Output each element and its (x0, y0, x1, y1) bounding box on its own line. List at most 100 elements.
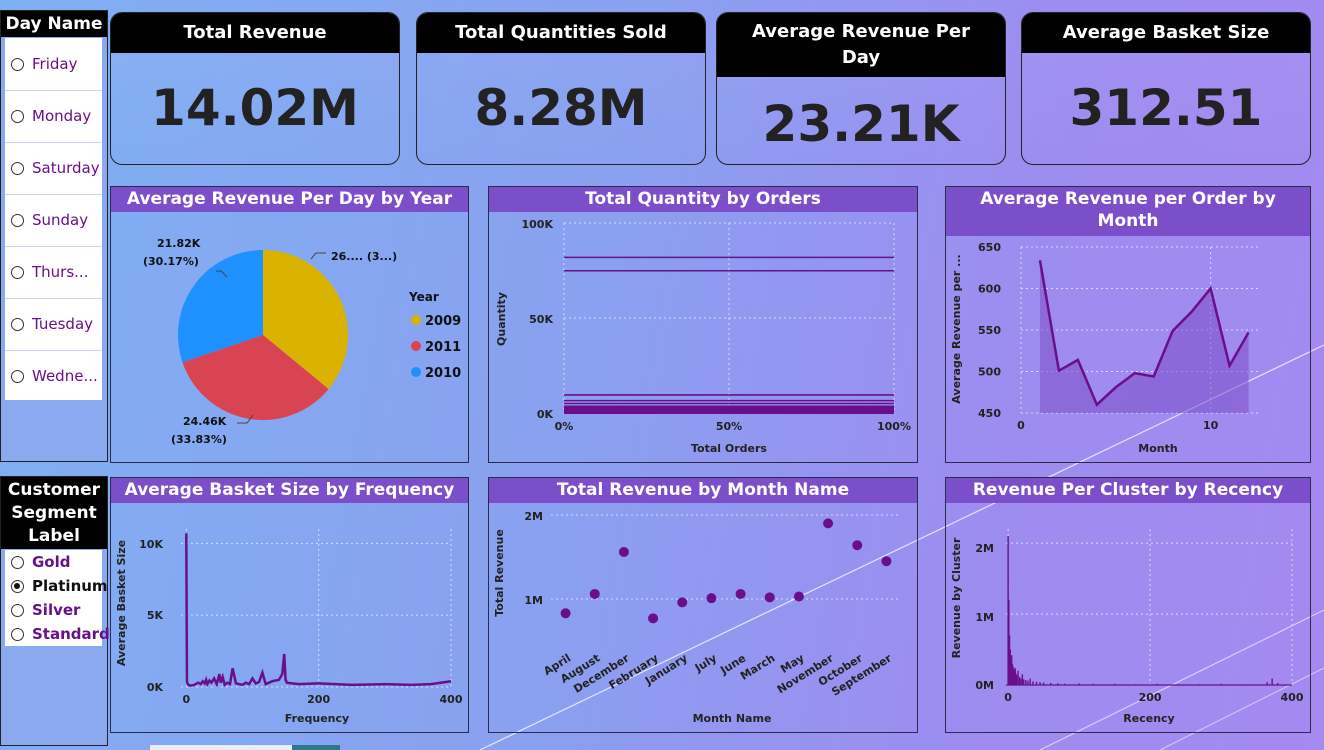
legend-label-2010: 2010 (425, 366, 461, 381)
x-tick: 100% (877, 420, 911, 433)
radio-icon[interactable] (11, 555, 24, 569)
x-tick: 0 (1004, 691, 1012, 704)
day-option[interactable]: Monday (5, 90, 91, 142)
y-tick: 0M (975, 679, 994, 692)
x-tick: 0 (182, 693, 190, 706)
segment-title-line: Customer (7, 480, 101, 500)
segment-option[interactable]: Standard (5, 622, 110, 646)
revenue-line[interactable] (1038, 260, 1250, 407)
pie-label-2011: 24.46K (183, 415, 227, 428)
revenue-point[interactable] (735, 588, 746, 599)
y-tick: 550 (978, 324, 1001, 337)
pie-slice-2009[interactable] (263, 250, 348, 390)
x-tick: 200 (307, 693, 330, 706)
x-axis-label: Month Name (693, 712, 772, 725)
day-option-label: Thurs... (32, 263, 89, 281)
pie-label-2010: 21.82K (157, 237, 201, 250)
chart-title: Average Revenue per Order by Month (946, 187, 1310, 236)
y-tick: 2M (524, 510, 543, 523)
panel-avg-basket-size-by-frequency: Average Basket Size by Frequency Average… (110, 477, 469, 733)
pie-slice-2010[interactable] (178, 250, 263, 363)
chart-title: Average Revenue Per Day by Year (111, 187, 468, 212)
radio-icon[interactable] (11, 265, 24, 279)
revenue-point[interactable] (881, 556, 892, 567)
chart-title: Total Quantity by Orders (489, 187, 917, 212)
x-axis-label: Recency (1123, 712, 1174, 725)
x-tick: 400 (1281, 691, 1304, 704)
revenue-point[interactable] (793, 591, 804, 602)
revenue-point[interactable] (560, 608, 571, 619)
day-option[interactable]: Thurs... (5, 246, 88, 298)
segment-option[interactable]: Silver (5, 598, 80, 622)
legend-item-2010[interactable]: 2010 (411, 366, 461, 381)
y-tick: 10K (139, 538, 163, 551)
revenue-point[interactable] (648, 613, 659, 624)
y-axis-label: Total Revenue (493, 529, 506, 617)
basket-size-line[interactable] (185, 533, 452, 688)
kpi-avg-basket-value: 312.51 (1069, 79, 1263, 137)
kpi-total-quantities-label: Total Quantities Sold (417, 13, 705, 53)
radio-icon[interactable] (11, 109, 24, 123)
radio-icon[interactable] (11, 369, 24, 383)
day-name-slicer: Day Name Friday Monday Saturday Sunday Thurs… (0, 10, 108, 462)
quantity-bar-fill[interactable] (564, 406, 894, 414)
kpi-total-revenue-value: 14.02M (151, 79, 359, 137)
legend-label-2009: 2009 (425, 314, 461, 329)
segment-option[interactable]: Gold (5, 550, 71, 574)
basket-size-chart: Average Basket Size Frequency 10K 5K 0K … (115, 529, 463, 725)
revenue-point[interactable] (823, 518, 834, 529)
revenue-point[interactable] (764, 592, 775, 603)
legend-item-2009[interactable]: 2009 (411, 314, 461, 329)
day-option[interactable]: Friday (5, 38, 77, 90)
y-tick: 50K (529, 313, 553, 326)
day-option[interactable]: Wedne... (5, 350, 98, 402)
radio-icon[interactable] (11, 161, 24, 175)
pie-slice-2011[interactable] (182, 335, 329, 420)
revenue-point[interactable] (618, 546, 629, 557)
revenue-per-order-chart: Average Revenue per ... Month 450 500 550 6… (950, 241, 1258, 455)
legend-label-2011: 2011 (425, 340, 461, 355)
revenue-point[interactable] (706, 593, 717, 604)
segment-option-label: Silver (32, 601, 81, 619)
radio-icon[interactable] (11, 603, 24, 617)
kpi-label-line: Average Revenue Per (751, 21, 970, 42)
panel-avg-revenue-per-order-by-month: Average Revenue per Order by Month Avera… (945, 186, 1311, 463)
y-tick: 100K (522, 218, 554, 231)
day-option-label: Wedne... (32, 367, 98, 385)
day-option[interactable]: Tuesday (5, 298, 93, 350)
day-name-list: Friday Monday Saturday Sunday Thurs... Tuesda… (5, 38, 102, 400)
kpi-total-revenue-label: Total Revenue (111, 13, 399, 53)
panel-total-quantity-by-orders: Total Quantity by Orders Quantity Total … (488, 186, 918, 463)
pie-label-2009: 26.... (3...) (331, 250, 397, 263)
customer-segment-list: Gold Platinum Silver Standard (5, 550, 110, 646)
day-option[interactable]: Saturday (5, 142, 100, 194)
legend-item-2011[interactable]: 2011 (411, 340, 461, 355)
revenue-point[interactable] (852, 540, 863, 551)
radio-icon[interactable] (11, 627, 24, 641)
kpi-average-basket-size: Average Basket Size 312.51 (1021, 12, 1311, 165)
revenue-point[interactable] (589, 588, 600, 599)
chart-title: Revenue Per Cluster by Recency (946, 478, 1310, 503)
y-tick: 2M (975, 542, 994, 555)
x-tick: 0 (1017, 419, 1025, 432)
kpi-avg-revenue-day-label: Average Revenue Per Day (717, 13, 1005, 77)
day-option-label: Sunday (32, 211, 89, 229)
panel-revenue-per-cluster-by-recency: Revenue Per Cluster by Recency Revenue b… (945, 477, 1311, 733)
radio-icon[interactable] (11, 317, 24, 331)
x-tick: 50% (716, 420, 742, 433)
radio-icon[interactable] (11, 579, 24, 593)
y-tick: 0K (147, 681, 164, 694)
y-tick: 1M (524, 594, 543, 607)
day-option[interactable]: Sunday (5, 194, 88, 246)
kpi-avg-basket-label: Average Basket Size (1022, 13, 1310, 53)
revenue-area (1039, 260, 1249, 413)
kpi-avg-revenue-day-value: 23.21K (762, 95, 960, 153)
segment-option[interactable]: Platinum (5, 574, 108, 598)
radio-icon[interactable] (11, 57, 24, 71)
day-option-label: Tuesday (32, 315, 94, 333)
day-option-label: Friday (32, 55, 78, 73)
radio-icon[interactable] (11, 213, 24, 227)
revenue-point[interactable] (677, 597, 688, 608)
day-option-label: Monday (32, 107, 92, 125)
